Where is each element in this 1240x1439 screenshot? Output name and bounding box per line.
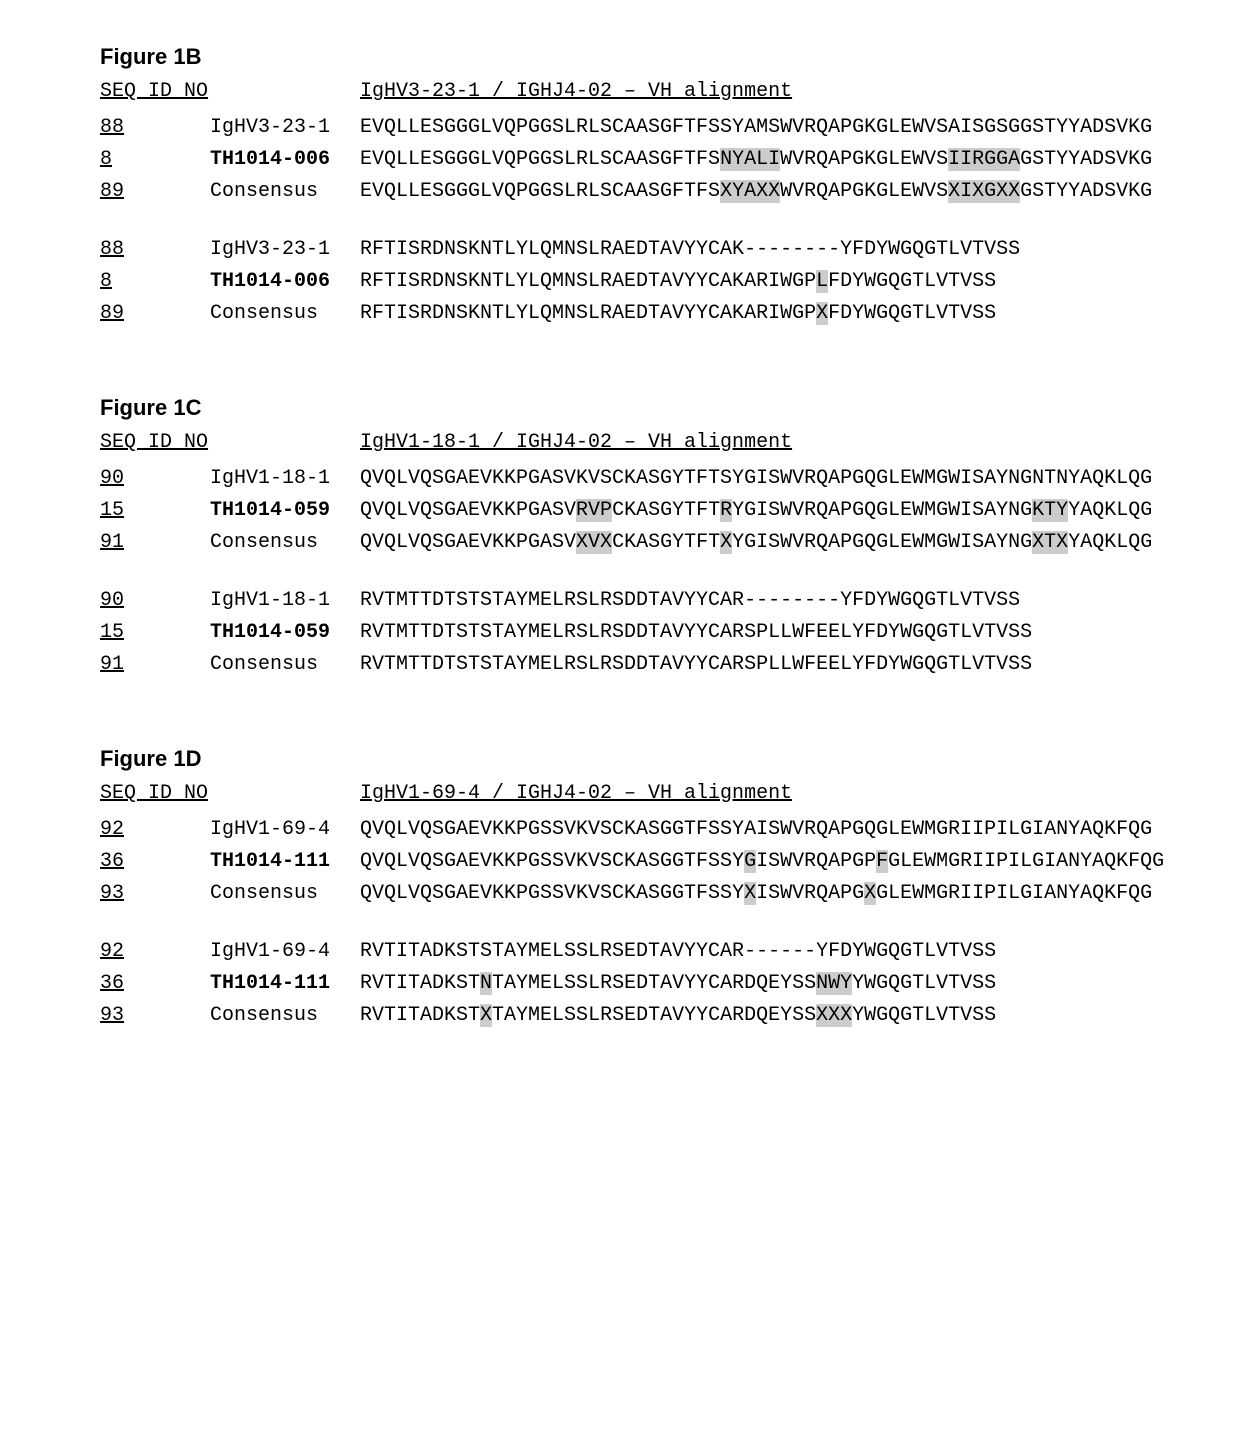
- sequence-label: Consensus: [210, 650, 360, 680]
- sequence-label: TH1014-006: [210, 145, 360, 175]
- seq-id-no: 93: [100, 879, 210, 909]
- sequence-label: Consensus: [210, 879, 360, 909]
- alignment-row: 8TH1014-006EVQLLESGGGLVQPGGSLRLSCAASGFTF…: [100, 145, 1240, 175]
- sequence-label: Consensus: [210, 299, 360, 329]
- sequence-text: RFTISRDNSKNTLYLQMNSLRAEDTAVYYCAK--------…: [360, 235, 1020, 265]
- sequence-label: IgHV1-18-1: [210, 464, 360, 494]
- alignment-header-row: SEQ ID NO IgHV3-23-1 / IGHJ4-02 – VH alig…: [100, 77, 1240, 107]
- sequence-text: QVQLVQSGAEVKKPGASVRVPCKASGYTFTRYGISWVRQA…: [360, 496, 1152, 526]
- seq-id-no: 89: [100, 299, 210, 329]
- sequence-text: QVQLVQSGAEVKKPGASVKVSCKASGYTFTSYGISWVRQA…: [360, 464, 1152, 494]
- header-spacer: [210, 77, 360, 107]
- alignment-row: 36TH1014-111RVTITADKSTNTAYMELSSLRSEDTAVY…: [100, 969, 1240, 999]
- alignment-row: 15TH1014-059QVQLVQSGAEVKKPGASVRVPCKASGYT…: [100, 496, 1240, 526]
- header-spacer: [210, 779, 360, 809]
- sequence-text: QVQLVQSGAEVKKPGSSVKVSCKASGGTFSSYXISWVRQA…: [360, 879, 1152, 909]
- figure-gap: [100, 355, 1240, 391]
- seq-id-no: 36: [100, 847, 210, 877]
- sequence-label: Consensus: [210, 528, 360, 558]
- sequence-text: RVTMTTDTSTSTAYMELRSLRSDDTAVYYCARSPLLWFEE…: [360, 650, 1032, 680]
- alignment-row: 8TH1014-006RFTISRDNSKNTLYLQMNSLRAEDTAVYY…: [100, 267, 1240, 297]
- alignment-row: 93ConsensusRVTITADKSTXTAYMELSSLRSEDTAVYY…: [100, 1001, 1240, 1031]
- sequence-text: RFTISRDNSKNTLYLQMNSLRAEDTAVYYCAKARIWGPXF…: [360, 299, 996, 329]
- block-gap: [100, 331, 1240, 355]
- alignment-row: 89ConsensusEVQLLESGGGLVQPGGSLRLSCAASGFTF…: [100, 177, 1240, 207]
- alignment-title: IgHV1-18-1 / IGHJ4-02 – VH alignment: [360, 428, 792, 458]
- sequence-text: EVQLLESGGGLVQPGGSLRLSCAASGFTFSXYAXXWVRQA…: [360, 177, 1152, 207]
- seq-id-no: 91: [100, 650, 210, 680]
- figure-gap: [100, 1057, 1240, 1093]
- alignment-row: 36TH1014-111QVQLVQSGAEVKKPGSSVKVSCKASGGT…: [100, 847, 1240, 877]
- sequence-text: QVQLVQSGAEVKKPGSSVKVSCKASGGTFSSYGISWVRQA…: [360, 847, 1164, 877]
- alignment-title: IgHV1-69-4 / IGHJ4-02 – VH alignment: [360, 779, 792, 809]
- sequence-text: EVQLLESGGGLVQPGGSLRLSCAASGFTFSNYALIWVRQA…: [360, 145, 1152, 175]
- sequence-label: IgHV1-69-4: [210, 937, 360, 967]
- alignment-header-row: SEQ ID NO IgHV1-69-4 / IGHJ4-02 – VH alig…: [100, 779, 1240, 809]
- alignment-row: 92IgHV1-69-4RVTITADKSTSTAYMELSSLRSEDTAVY…: [100, 937, 1240, 967]
- block-gap: [100, 560, 1240, 584]
- sequence-text: RVTMTTDTSTSTAYMELRSLRSDDTAVYYCARSPLLWFEE…: [360, 618, 1032, 648]
- sequence-label: IgHV3-23-1: [210, 113, 360, 143]
- sequence-text: RVTMTTDTSTSTAYMELRSLRSDDTAVYYCAR--------…: [360, 586, 1020, 616]
- seq-id-no: 93: [100, 1001, 210, 1031]
- sequence-label: TH1014-059: [210, 618, 360, 648]
- alignment-row: 90IgHV1-18-1QVQLVQSGAEVKKPGASVKVSCKASGYT…: [100, 464, 1240, 494]
- seq-id-header: SEQ ID NO: [100, 428, 210, 458]
- sequence-text: RVTITADKSTXTAYMELSSLRSEDTAVYYCARDQEYSSXX…: [360, 1001, 996, 1031]
- sequence-label: Consensus: [210, 1001, 360, 1031]
- seq-id-no: 8: [100, 267, 210, 297]
- figure-title: Figure 1C: [100, 391, 1240, 424]
- block-gap: [100, 682, 1240, 706]
- block-gap: [100, 209, 1240, 233]
- seq-id-header: SEQ ID NO: [100, 779, 210, 809]
- seq-id-no: 15: [100, 618, 210, 648]
- alignment-row: 91ConsensusQVQLVQSGAEVKKPGASVXVXCKASGYTF…: [100, 528, 1240, 558]
- sequence-text: EVQLLESGGGLVQPGGSLRLSCAASGFTFSSYAMSWVRQA…: [360, 113, 1152, 143]
- seq-id-no: 92: [100, 937, 210, 967]
- alignment-row: 92IgHV1-69-4QVQLVQSGAEVKKPGSSVKVSCKASGGT…: [100, 815, 1240, 845]
- sequence-label: IgHV3-23-1: [210, 235, 360, 265]
- seq-id-no: 15: [100, 496, 210, 526]
- sequence-text: RVTITADKSTSTAYMELSSLRSEDTAVYYCAR------YF…: [360, 937, 996, 967]
- seq-id-no: 89: [100, 177, 210, 207]
- sequence-label: TH1014-111: [210, 847, 360, 877]
- seq-id-no: 8: [100, 145, 210, 175]
- header-spacer: [210, 428, 360, 458]
- block-gap: [100, 911, 1240, 935]
- sequence-label: Consensus: [210, 177, 360, 207]
- figure-title: Figure 1B: [100, 40, 1240, 73]
- seq-id-no: 88: [100, 235, 210, 265]
- sequence-text: RVTITADKSTNTAYMELSSLRSEDTAVYYCARDQEYSSNW…: [360, 969, 996, 999]
- sequence-text: QVQLVQSGAEVKKPGSSVKVSCKASGGTFSSYAISWVRQA…: [360, 815, 1152, 845]
- alignment-document: Figure 1B SEQ ID NO IgHV3-23-1 / IGHJ4-02 …: [100, 40, 1240, 1093]
- sequence-text: QVQLVQSGAEVKKPGASVXVXCKASGYTFTXYGISWVRQA…: [360, 528, 1152, 558]
- alignment-row: 88IgHV3-23-1RFTISRDNSKNTLYLQMNSLRAEDTAVY…: [100, 235, 1240, 265]
- seq-id-no: 88: [100, 113, 210, 143]
- sequence-label: IgHV1-18-1: [210, 586, 360, 616]
- figure-gap: [100, 706, 1240, 742]
- alignment-header-row: SEQ ID NO IgHV1-18-1 / IGHJ4-02 – VH alig…: [100, 428, 1240, 458]
- sequence-label: TH1014-111: [210, 969, 360, 999]
- seq-id-no: 90: [100, 586, 210, 616]
- alignment-row: 90IgHV1-18-1RVTMTTDTSTSTAYMELRSLRSDDTAVY…: [100, 586, 1240, 616]
- seq-id-no: 91: [100, 528, 210, 558]
- alignment-row: 15TH1014-059RVTMTTDTSTSTAYMELRSLRSDDTAVY…: [100, 618, 1240, 648]
- seq-id-header: SEQ ID NO: [100, 77, 210, 107]
- seq-id-no: 36: [100, 969, 210, 999]
- block-gap: [100, 1033, 1240, 1057]
- alignment-row: 93ConsensusQVQLVQSGAEVKKPGSSVKVSCKASGGTF…: [100, 879, 1240, 909]
- alignment-row: 89ConsensusRFTISRDNSKNTLYLQMNSLRAEDTAVYY…: [100, 299, 1240, 329]
- sequence-label: TH1014-006: [210, 267, 360, 297]
- alignment-title: IgHV3-23-1 / IGHJ4-02 – VH alignment: [360, 77, 792, 107]
- sequence-text: RFTISRDNSKNTLYLQMNSLRAEDTAVYYCAKARIWGPLF…: [360, 267, 996, 297]
- seq-id-no: 92: [100, 815, 210, 845]
- alignment-row: 91ConsensusRVTMTTDTSTSTAYMELRSLRSDDTAVYY…: [100, 650, 1240, 680]
- figure-title: Figure 1D: [100, 742, 1240, 775]
- alignment-row: 88IgHV3-23-1EVQLLESGGGLVQPGGSLRLSCAASGFT…: [100, 113, 1240, 143]
- seq-id-no: 90: [100, 464, 210, 494]
- sequence-label: IgHV1-69-4: [210, 815, 360, 845]
- sequence-label: TH1014-059: [210, 496, 360, 526]
